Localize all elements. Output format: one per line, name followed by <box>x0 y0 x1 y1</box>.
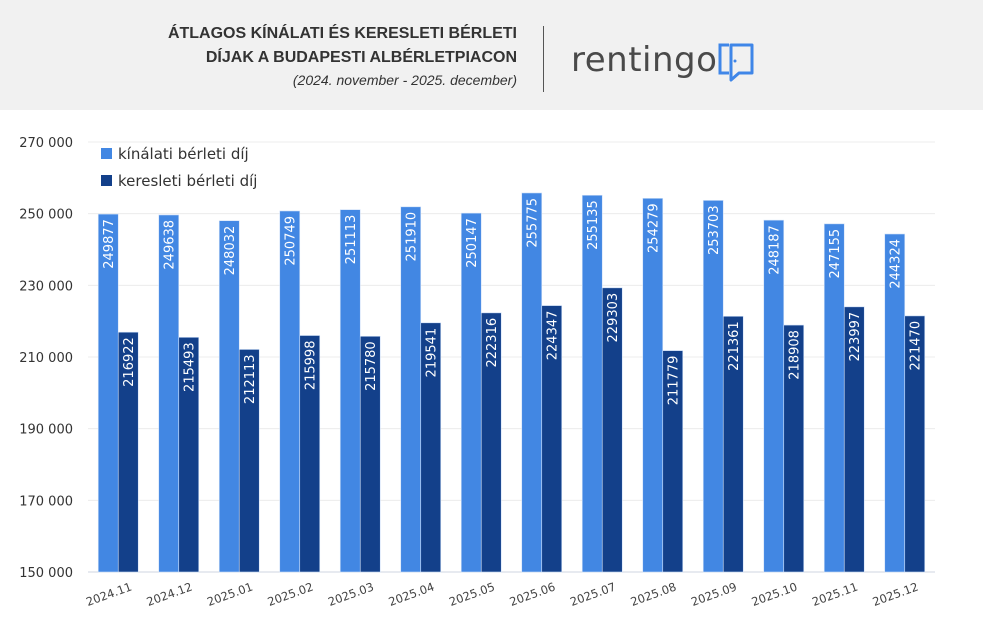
demand-bar <box>662 350 684 573</box>
x-tick-label: 2025.07 <box>568 580 617 609</box>
data-label: 221361 <box>727 321 742 371</box>
data-label: 249877 <box>102 219 117 269</box>
data-label: 212113 <box>243 354 258 404</box>
x-tick-label: 2025.01 <box>205 580 254 609</box>
x-tick-label: 2025.08 <box>629 580 678 609</box>
x-tick-label: 2025.06 <box>508 580 557 609</box>
demand-bar <box>480 312 502 573</box>
data-label: 249638 <box>163 220 178 270</box>
x-tick-label: 2024.11 <box>84 580 133 609</box>
data-label: 215780 <box>364 341 379 391</box>
y-tick-label: 210 000 <box>19 351 73 366</box>
x-tick-label: 2025.12 <box>871 580 920 609</box>
data-label: 248187 <box>768 225 783 275</box>
data-label: 250147 <box>465 218 480 268</box>
data-label: 254279 <box>647 203 662 253</box>
header-band: ÁTLAGOS KÍNÁLATI ÉS KERESLETI BÉRLETI DÍ… <box>0 0 983 110</box>
demand-bar <box>117 331 139 573</box>
y-tick-label: 250 000 <box>19 208 73 223</box>
demand-bar <box>299 335 321 573</box>
legend-swatch <box>101 148 112 159</box>
y-tick-label: 170 000 <box>19 494 73 509</box>
data-label: 229303 <box>606 293 621 343</box>
data-label: 247155 <box>828 229 843 279</box>
demand-bar <box>904 315 926 573</box>
data-label: 223997 <box>848 312 863 362</box>
data-label: 248032 <box>223 226 238 276</box>
y-tick-label: 150 000 <box>19 566 73 581</box>
demand-bar <box>359 335 381 573</box>
data-label: 244324 <box>889 239 904 289</box>
y-tick-label: 270 000 <box>19 136 73 151</box>
data-label: 251910 <box>405 212 420 262</box>
data-label: 216922 <box>122 337 137 387</box>
demand-bar <box>238 349 260 573</box>
offer-bar <box>581 194 603 573</box>
demand-bar <box>420 322 442 573</box>
offer-bar <box>702 200 724 573</box>
x-tick-label: 2025.10 <box>750 580 799 609</box>
offer-bar <box>642 198 664 573</box>
data-label: 218908 <box>788 330 803 380</box>
chart-subtitle: (2024. november - 2025. december) <box>292 72 517 88</box>
demand-bar <box>541 305 563 573</box>
x-tick-label: 2025.09 <box>689 580 738 609</box>
demand-bar <box>178 337 200 573</box>
data-label: 215998 <box>304 341 319 391</box>
data-label: 219541 <box>425 328 440 378</box>
demand-bar <box>722 315 744 573</box>
demand-bar <box>601 287 623 573</box>
legend-swatch <box>101 175 112 186</box>
x-tick-label: 2025.05 <box>447 580 496 609</box>
door-icon <box>718 43 754 82</box>
data-label: 211779 <box>667 356 682 406</box>
data-label: 255775 <box>526 198 541 248</box>
x-tick-label: 2025.04 <box>387 580 436 609</box>
y-tick-label: 190 000 <box>19 423 73 438</box>
data-label: 221470 <box>909 321 924 371</box>
data-label: 253703 <box>707 205 722 255</box>
title-line-1: ÁTLAGOS KÍNÁLATI ÉS KERESLETI BÉRLETI <box>167 25 517 42</box>
data-label: 251113 <box>344 215 359 265</box>
y-tick-label: 230 000 <box>19 279 73 294</box>
chart-title: ÁTLAGOS KÍNÁLATI ÉS KERESLETI BÉRLETI DÍ… <box>168 22 517 70</box>
x-tick-label: 2025.02 <box>266 580 315 609</box>
header-divider <box>543 26 544 92</box>
data-label: 250749 <box>284 216 299 266</box>
legend-label: keresleti bérleti díj <box>118 172 257 190</box>
legend-label: kínálati bérleti díj <box>118 145 249 163</box>
data-label: 222316 <box>485 318 500 368</box>
demand-bar <box>843 306 865 573</box>
x-tick-label: 2025.11 <box>810 580 859 609</box>
data-label: 215493 <box>183 342 198 392</box>
demand-bar <box>783 324 805 573</box>
offer-bar <box>521 192 543 573</box>
logo-text: rentingo <box>571 40 718 80</box>
title-line-2: DÍJAK A BUDAPESTI ALBÉRLETPIACON <box>205 49 517 66</box>
x-tick-label: 2024.12 <box>145 580 194 609</box>
data-label: 255135 <box>586 200 601 250</box>
data-label: 224347 <box>546 311 561 361</box>
x-tick-label: 2025.03 <box>326 580 375 609</box>
